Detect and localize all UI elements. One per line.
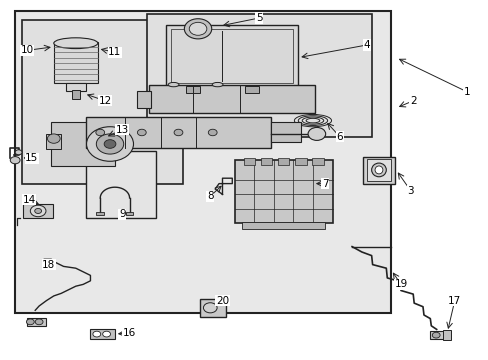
Text: 16: 16 [122, 328, 136, 338]
Text: 9: 9 [119, 209, 125, 219]
Text: 12: 12 [98, 96, 112, 106]
Circle shape [86, 127, 133, 161]
Circle shape [10, 157, 20, 164]
Bar [244, 86, 258, 93]
Bar [200, 299, 225, 317]
Text: 13: 13 [115, 125, 129, 135]
Bar [186, 86, 200, 93]
Circle shape [102, 331, 110, 337]
Circle shape [174, 129, 183, 136]
Bar [22, 20, 183, 184]
Ellipse shape [374, 166, 382, 174]
Bar [72, 90, 80, 99]
Bar [260, 158, 272, 165]
Text: 5: 5 [255, 13, 262, 23]
Text: 10: 10 [20, 45, 33, 55]
Circle shape [307, 127, 325, 140]
Bar [234, 160, 332, 223]
Circle shape [47, 134, 60, 143]
Text: 4: 4 [363, 40, 369, 50]
Circle shape [431, 332, 439, 338]
Bar [243, 158, 255, 165]
Bar [54, 42, 98, 83]
Bar [137, 91, 150, 108]
Text: 17: 17 [447, 296, 461, 306]
Bar [85, 117, 271, 148]
Bar [15, 11, 390, 313]
Circle shape [35, 208, 41, 213]
Bar [442, 330, 450, 340]
Circle shape [26, 319, 34, 325]
Bar [90, 329, 115, 339]
Bar [23, 204, 53, 218]
Bar [294, 158, 306, 165]
Bar [51, 122, 115, 166]
Bar [96, 212, 104, 215]
Text: 7: 7 [321, 179, 328, 189]
Bar [311, 158, 323, 165]
Bar [27, 318, 46, 326]
Text: 6: 6 [336, 132, 343, 142]
Circle shape [137, 129, 146, 136]
Text: 20: 20 [216, 296, 228, 306]
Bar [366, 159, 390, 181]
Circle shape [203, 303, 217, 313]
Text: 2: 2 [409, 96, 416, 106]
Text: 19: 19 [393, 279, 407, 289]
Text: 18: 18 [42, 260, 56, 270]
Circle shape [208, 129, 217, 136]
Text: 15: 15 [25, 153, 39, 163]
Ellipse shape [168, 82, 179, 87]
Bar [149, 85, 315, 113]
Bar [166, 25, 298, 86]
Bar [46, 134, 61, 149]
Ellipse shape [212, 82, 223, 87]
Text: 11: 11 [108, 47, 122, 57]
Bar [277, 158, 289, 165]
Text: 14: 14 [22, 195, 36, 205]
Circle shape [104, 140, 116, 148]
Bar [362, 157, 394, 184]
Bar [271, 122, 300, 142]
Circle shape [93, 331, 101, 337]
Text: 8: 8 [206, 191, 213, 201]
Circle shape [96, 134, 123, 154]
Ellipse shape [54, 38, 98, 49]
Circle shape [189, 22, 206, 35]
Text: 3: 3 [407, 186, 413, 196]
Circle shape [35, 319, 43, 325]
Circle shape [96, 129, 104, 136]
Bar [85, 151, 156, 218]
Bar [242, 222, 325, 229]
Ellipse shape [371, 163, 386, 177]
Bar [146, 14, 371, 137]
Circle shape [30, 205, 46, 217]
Bar [125, 212, 133, 215]
Text: 1: 1 [463, 87, 469, 97]
Bar [66, 83, 85, 91]
Bar [429, 331, 447, 339]
Circle shape [15, 150, 22, 155]
Circle shape [184, 19, 211, 39]
Bar [171, 29, 293, 83]
